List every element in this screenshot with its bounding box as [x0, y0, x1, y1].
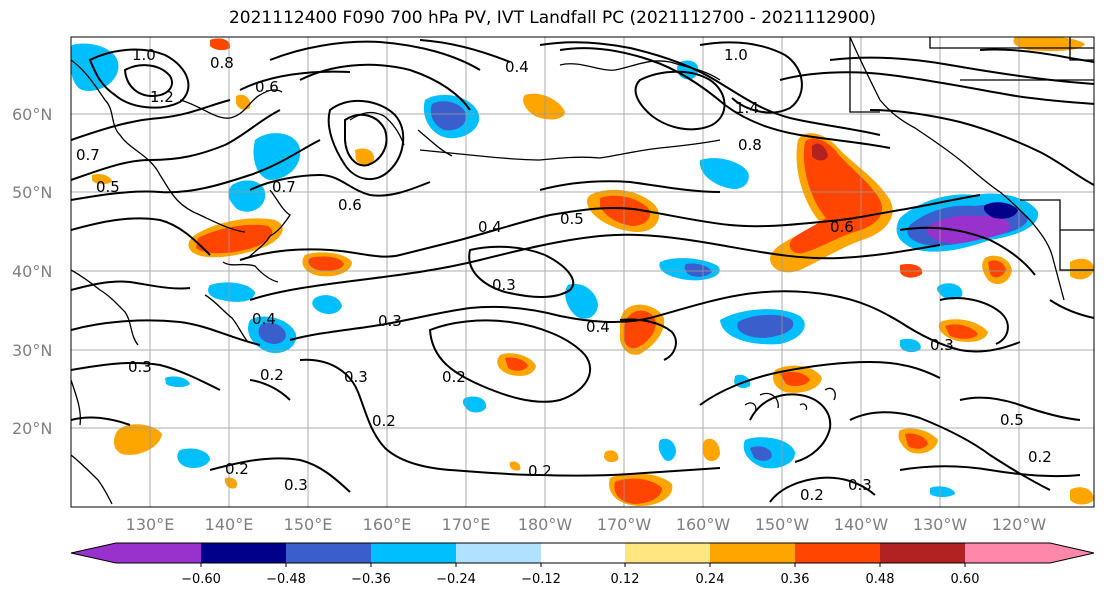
lon-label: 120°W — [992, 515, 1047, 534]
lon-label: 140°E — [205, 515, 254, 534]
contour-label: 0.7 — [76, 146, 100, 164]
coastlines — [71, 37, 1094, 505]
colorbar-segment-4 — [456, 543, 541, 563]
colorbar-tick-label: −0.12 — [521, 572, 561, 587]
colorbar: −0.60 −0.48 −0.36 −0.24 −0.12 0.12 0.24 … — [70, 542, 1095, 587]
contour-label: 0.2 — [442, 368, 466, 386]
colorbar-segment-7 — [710, 543, 795, 563]
lon-label: 140°W — [834, 515, 889, 534]
pv-contours — [71, 39, 1094, 503]
contour-label: 0.3 — [848, 476, 872, 494]
contour-label: 0.6 — [338, 196, 362, 214]
map-title: 2021112400 F090 700 hPa PV, IVT Landfall… — [228, 8, 876, 28]
contour-label: 0.2 — [528, 462, 552, 480]
contour-labels: 1.0 1.2 0.6 0.8 0.4 1.0 1.4 0.8 0.7 0.5 … — [76, 46, 1052, 504]
contour-label: 0.7 — [272, 178, 296, 196]
lon-label: 170°E — [442, 515, 491, 534]
contour-label: 0.2 — [260, 366, 284, 384]
colorbar-segment-2 — [286, 543, 371, 563]
contour-label: 0.5 — [1000, 411, 1024, 429]
colorbar-tick-label: 0.24 — [696, 572, 725, 587]
contour-label: 0.4 — [586, 318, 610, 336]
map-area — [71, 37, 1094, 507]
colorbar-tick-label: −0.24 — [436, 572, 476, 587]
contour-label: 1.0 — [132, 46, 156, 64]
contour-label: 0.3 — [284, 476, 308, 494]
contour-label: 0.3 — [344, 368, 368, 386]
latitude-labels: 60°N 50°N 40°N 30°N 20°N — [12, 105, 52, 438]
colorbar-segment-8 — [795, 543, 880, 563]
lon-label: 130°E — [126, 515, 175, 534]
colorbar-segment-0 — [71, 543, 201, 563]
contour-label: 0.3 — [378, 312, 402, 330]
contour-label: 0.8 — [210, 54, 234, 72]
longitude-labels: 130°E 140°E 150°E 160°E 170°E 180°W 170°… — [126, 515, 1047, 534]
colorbar-segment-3 — [371, 543, 456, 563]
colorbar-tick-label: 0.60 — [951, 572, 980, 587]
map-border — [70, 36, 1095, 508]
lon-label: 160°W — [676, 515, 731, 534]
lon-label: 160°E — [363, 515, 412, 534]
contour-label: 0.4 — [478, 218, 502, 236]
colorbar-tick-marks — [200, 563, 966, 567]
contour-label: 0.3 — [930, 336, 954, 354]
lon-label: 150°E — [284, 515, 333, 534]
colorbar-segment-6 — [625, 543, 710, 563]
colorbar-tick-label: −0.60 — [181, 572, 221, 587]
lat-label: 30°N — [12, 341, 52, 360]
contour-label: 0.3 — [128, 358, 152, 376]
lat-label: 50°N — [12, 183, 52, 202]
contour-label: 0.5 — [560, 210, 584, 228]
colorbar-outline — [70, 542, 1095, 564]
colorbar-tick-labels: −0.60 −0.48 −0.36 −0.24 −0.12 0.12 0.24 … — [181, 572, 979, 587]
colorbar-tick-label: 0.12 — [611, 572, 640, 587]
contour-label: 1.0 — [724, 46, 748, 64]
colorbar-segment-10 — [965, 543, 1094, 563]
contour-label: 0.4 — [505, 58, 529, 76]
contour-label: 0.2 — [225, 460, 249, 478]
colorbar-tick-label: −0.36 — [351, 572, 391, 587]
lon-label: 130°W — [913, 515, 968, 534]
lon-label: 170°W — [597, 515, 652, 534]
contour-label: 0.4 — [252, 310, 276, 328]
contour-label: 0.2 — [800, 486, 824, 504]
contour-label: 1.4 — [735, 99, 759, 117]
colorbar-segment-9 — [880, 543, 965, 563]
pv-anomaly-fills — [71, 37, 1094, 506]
colorbar-tick-label: 0.48 — [866, 572, 895, 587]
contour-label: 0.2 — [372, 412, 396, 430]
contour-label: 0.6 — [255, 78, 279, 96]
contour-label: 0.3 — [492, 276, 516, 294]
contour-label: 1.2 — [150, 88, 174, 106]
colorbar-segment-5 — [541, 543, 625, 563]
contour-label: 0.5 — [96, 178, 120, 196]
colorbar-segment-1 — [201, 543, 286, 563]
lon-label: 150°W — [755, 515, 810, 534]
lon-label: 180°W — [518, 515, 573, 534]
lat-label: 40°N — [12, 262, 52, 281]
colorbar-tick-label: −0.48 — [266, 572, 306, 587]
contour-label: 0.2 — [1028, 448, 1052, 466]
lat-label: 20°N — [12, 419, 52, 438]
contour-label: 0.6 — [830, 218, 854, 236]
lat-label: 60°N — [12, 105, 52, 124]
colorbar-tick-label: 0.36 — [781, 572, 810, 587]
contour-label: 0.8 — [738, 136, 762, 154]
